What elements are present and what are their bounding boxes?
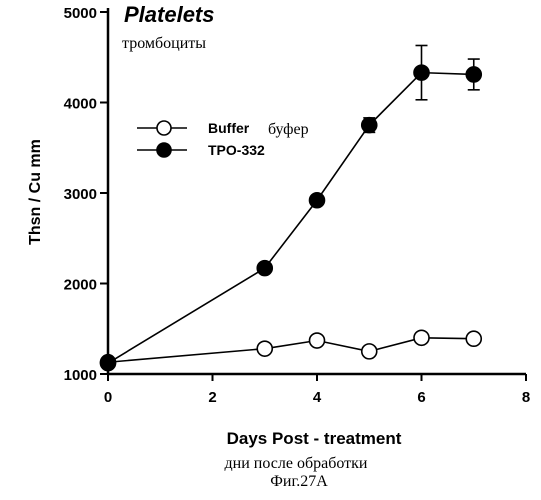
x-tick-label: 0 — [104, 389, 112, 406]
data-point-buffer — [466, 331, 481, 346]
x-tick-label: 6 — [417, 389, 425, 406]
y-tick-label: 2000 — [64, 277, 97, 294]
data-point-tpo-332 — [101, 356, 116, 371]
y-ticks: 1000 2000 3000 4000 5000 — [64, 5, 108, 384]
x-ticks: 0 2 4 6 8 — [104, 374, 530, 406]
data-point-buffer — [362, 344, 377, 359]
y-tick-label: 1000 — [64, 367, 97, 384]
legend-item-tpo: TPO-332 — [137, 142, 265, 158]
legend-item-buffer: Buffer буфер — [137, 120, 309, 138]
legend-label-tpo: TPO-332 — [208, 142, 265, 158]
data-point-tpo-332 — [257, 261, 272, 276]
chart-title: Platelets — [124, 2, 215, 27]
data-point-tpo-332 — [362, 118, 377, 133]
y-tick-label: 5000 — [64, 5, 97, 22]
y-tick-label: 4000 — [64, 96, 97, 113]
data-point-tpo-332 — [414, 65, 429, 80]
chart-subtitle: тромбоциты — [122, 35, 206, 52]
x-axis-label-alt: дни после обработки — [225, 455, 368, 472]
x-tick-label: 8 — [522, 389, 530, 406]
x-axis-label: Days Post - treatment — [227, 429, 402, 448]
legend-marker-buffer — [157, 121, 171, 135]
legend: Buffer буфер TPO-332 — [137, 120, 309, 158]
legend-label-buffer-alt: буфер — [268, 121, 309, 138]
legend-label-buffer: Buffer — [208, 120, 250, 136]
data-point-buffer — [257, 341, 272, 356]
data-point-tpo-332 — [466, 67, 481, 82]
series-line-tpo-332 — [108, 73, 474, 364]
y-axis-label: Thsn / Cu mm — [27, 139, 44, 245]
series-layer — [101, 45, 482, 370]
y-tick-label: 3000 — [64, 186, 97, 203]
figure-caption: Фиг.27А — [270, 473, 328, 490]
legend-marker-tpo — [157, 143, 171, 157]
x-tick-label: 2 — [208, 389, 216, 406]
data-point-tpo-332 — [310, 193, 325, 208]
axes — [107, 8, 526, 375]
x-tick-label: 4 — [313, 389, 322, 406]
data-point-buffer — [310, 333, 325, 348]
data-point-buffer — [414, 330, 429, 345]
